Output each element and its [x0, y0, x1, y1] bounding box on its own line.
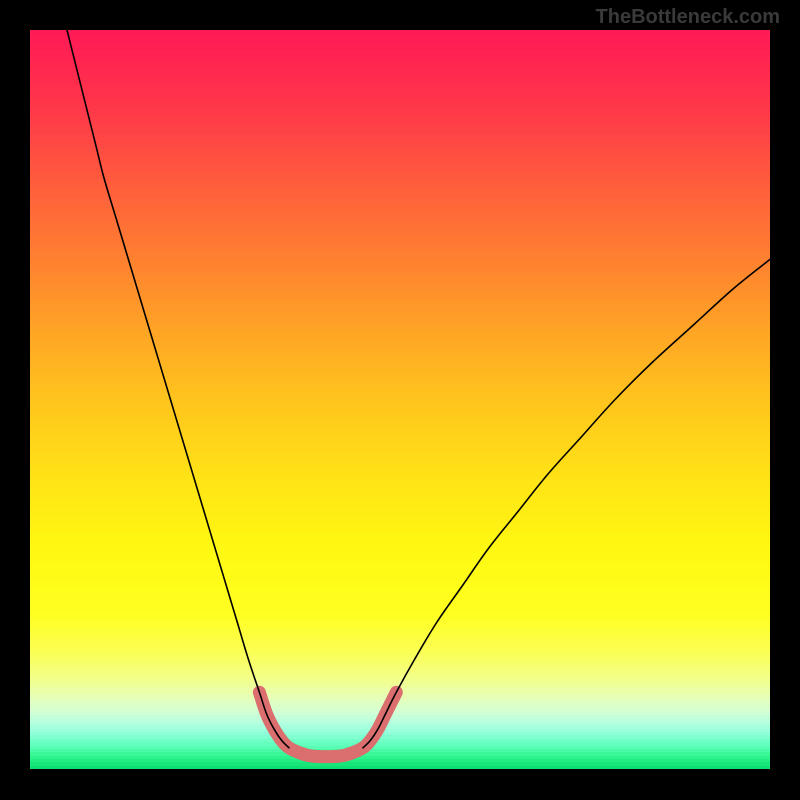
- curve-left: [67, 30, 289, 748]
- plot-area: [30, 30, 770, 770]
- curve-layer: [30, 30, 770, 770]
- trough-highlight: [259, 692, 396, 756]
- curve-right: [363, 259, 770, 747]
- watermark-text: TheBottleneck.com: [596, 6, 780, 29]
